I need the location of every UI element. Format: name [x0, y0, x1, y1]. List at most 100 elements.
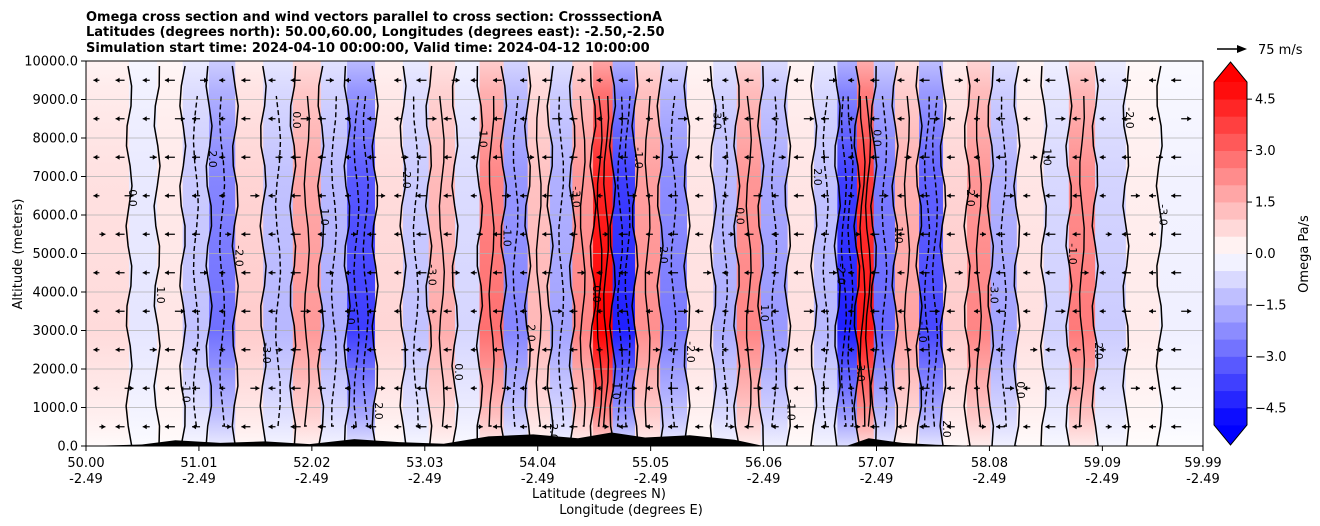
- contour-line: [853, 65, 861, 446]
- wind-vector-head: [820, 347, 825, 353]
- contour-line: [939, 65, 947, 446]
- wind-vector-head: [820, 193, 825, 199]
- wind-vector-head: [1171, 154, 1176, 160]
- colorbar-tick-label: −4.5: [1255, 401, 1287, 416]
- wind-vector-head: [520, 193, 525, 199]
- wind-vector-head: [1099, 385, 1104, 391]
- wind-vector-head: [520, 116, 525, 122]
- y-tick-label: 9000.0: [33, 93, 79, 108]
- wind-vector-head: [1072, 231, 1077, 237]
- wind-vector-head: [416, 154, 421, 160]
- wind-vector-head: [596, 308, 601, 314]
- colorbar-segment: [1214, 339, 1247, 357]
- wind-vector-head: [344, 347, 349, 353]
- wind-vector-head: [996, 116, 1001, 122]
- wind-vector-head: [848, 116, 853, 122]
- contour-line: [546, 65, 554, 446]
- wind-vector-head: [416, 193, 421, 199]
- wind-vector-head: [520, 385, 525, 391]
- wind-vector-head: [1121, 154, 1126, 160]
- wind-vector-head: [1135, 385, 1140, 391]
- wind-vector-head: [180, 308, 185, 314]
- contour-label: 0.0: [452, 363, 465, 381]
- wind-vector-head: [744, 347, 749, 353]
- contour-label: -2.0: [547, 419, 560, 440]
- wind-vector-head: [344, 385, 349, 391]
- wind-vector-head: [142, 231, 147, 237]
- wind-vector-head: [317, 231, 322, 237]
- contour-line: [499, 65, 508, 446]
- contour-line: [923, 95, 931, 427]
- contour-label: 2.0: [1092, 342, 1105, 360]
- wind-vector-head: [946, 424, 951, 430]
- wind-vector-head: [164, 77, 169, 83]
- wind-vector-head: [1045, 347, 1050, 353]
- contour-line: [589, 65, 597, 446]
- y-tick-label: 3000.0: [33, 324, 79, 339]
- contour-label: 1.0: [610, 382, 623, 400]
- wind-vector-head: [268, 116, 273, 122]
- wind-vector-head: [722, 154, 727, 160]
- wind-vector-head: [884, 193, 889, 199]
- wind-vector-head: [695, 308, 700, 314]
- wind-vector-head: [219, 116, 224, 122]
- wind-vector-head: [870, 270, 875, 276]
- contour-line: [231, 65, 239, 446]
- wind-vector-head: [744, 270, 749, 276]
- wind-vector-head: [645, 308, 650, 314]
- y-tick-label: 0.0: [57, 440, 78, 455]
- contour-label: 2.0: [206, 150, 219, 168]
- wind-vector-head: [115, 77, 120, 83]
- wind-vector-head: [722, 116, 727, 122]
- colorbar-segment: [1214, 253, 1247, 272]
- wind-vector-head: [164, 347, 169, 353]
- wind-vector-head: [935, 116, 940, 122]
- x-tick-label-lon: -2.49: [182, 472, 216, 487]
- contour-line: [1013, 65, 1021, 446]
- contour-line: [371, 65, 379, 446]
- wind-vector-head: [142, 308, 147, 314]
- wind-vector-head: [695, 193, 700, 199]
- wind-vector-head: [1023, 116, 1028, 122]
- wind-vector-head: [416, 424, 421, 430]
- x-tick-label-lon: -2.49: [408, 472, 442, 487]
- wind-vector-head: [820, 385, 825, 391]
- colorbar-segment: [1214, 407, 1247, 426]
- wind-vector-head: [290, 385, 295, 391]
- x-axis-label-lon: Longitude (degrees E): [559, 503, 703, 518]
- contour-line: [624, 95, 631, 427]
- x-axis: 50.00-2.4951.01-2.4952.02-2.4953.03-2.49…: [67, 446, 1222, 487]
- colorbar-segment: [1214, 287, 1247, 306]
- x-tick-label-lat: 50.00: [67, 456, 104, 471]
- wind-vector-head: [856, 231, 861, 237]
- wind-vector-head: [946, 116, 951, 122]
- wind-vector-head: [809, 308, 814, 314]
- wind-vector-head: [470, 385, 475, 391]
- contour-line: [343, 65, 351, 446]
- quiver-key-label: 75 m/s: [1258, 43, 1303, 58]
- wind-vector-head: [219, 270, 224, 276]
- wind-vector-head: [771, 270, 776, 276]
- wind-vector-head: [730, 231, 735, 237]
- wind-vector-head: [530, 347, 535, 353]
- contour-line: [1065, 65, 1073, 446]
- wind-vector-head: [492, 347, 497, 353]
- x-tick-label-lon: -2.49: [634, 472, 668, 487]
- wind-vector-head: [492, 424, 497, 430]
- wind-vector-head: [832, 270, 837, 276]
- wind-vector-head: [317, 385, 322, 391]
- wind-vector-head: [1072, 347, 1077, 353]
- y-tick-label: 1000.0: [33, 401, 79, 416]
- wind-vector-head: [581, 270, 586, 276]
- y-axis-label: Altitude (meters): [11, 199, 26, 310]
- wind-vector-head: [870, 116, 875, 122]
- contour-line: [451, 65, 459, 446]
- wind-vector-head: [1121, 347, 1126, 353]
- contour-line: [745, 95, 753, 427]
- wind-vector-head: [492, 154, 497, 160]
- wind-vector-head: [569, 424, 574, 430]
- wind-vector-head: [1099, 116, 1104, 122]
- wind-vector-head: [255, 385, 260, 391]
- wind-vector-head: [856, 424, 861, 430]
- wind-vector-head: [367, 77, 372, 83]
